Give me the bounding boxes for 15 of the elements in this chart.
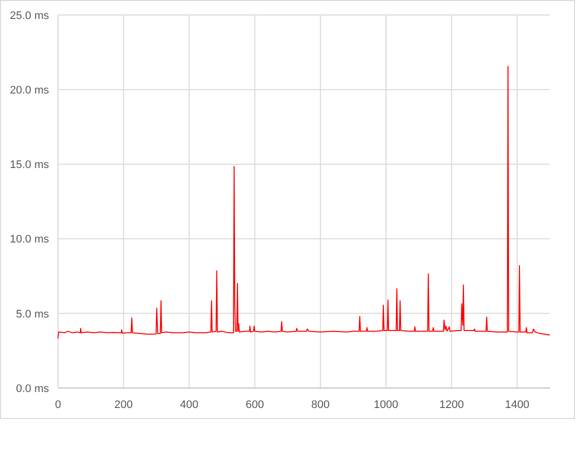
y-tick-label: 5.0 ms bbox=[16, 308, 50, 320]
y-tick-label: 0.0 ms bbox=[16, 382, 50, 395]
y-tick-label: 15.0 ms bbox=[10, 159, 50, 172]
line-series bbox=[58, 66, 550, 339]
y-tick-label: 25.0 ms bbox=[10, 10, 50, 22]
x-tick-label: 200 bbox=[114, 398, 133, 411]
x-tick-label: 400 bbox=[180, 398, 198, 411]
x-tick-label: 1000 bbox=[374, 398, 398, 411]
x-tick-label: 600 bbox=[246, 398, 264, 411]
y-tick-label: 10.0 ms bbox=[10, 234, 50, 246]
x-tick-label: 0 bbox=[54, 398, 62, 411]
x-tick-label: 800 bbox=[311, 398, 330, 411]
x-tick-label: 1200 bbox=[439, 398, 464, 411]
y-tick-label: 20.0 ms bbox=[10, 84, 50, 96]
x-tick-label: 1400 bbox=[504, 398, 530, 411]
